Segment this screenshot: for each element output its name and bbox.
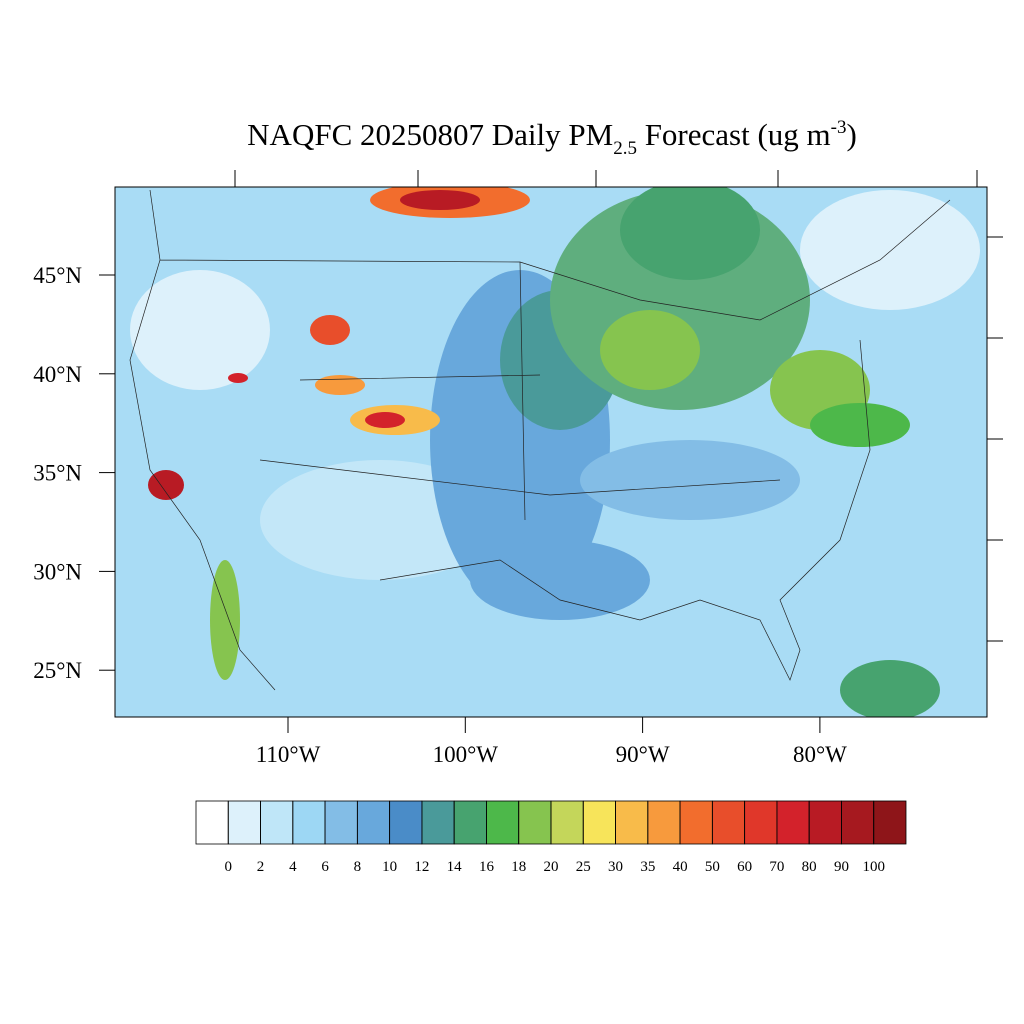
title-end: ) (846, 117, 856, 152)
color-bin (292, 800, 326, 845)
color-bin (195, 800, 229, 845)
level-label: 16 (479, 859, 495, 875)
map-field (115, 187, 987, 717)
lat-label: 40°N (33, 362, 82, 387)
color-bin (518, 800, 552, 845)
lon-label: 100°W (433, 742, 499, 767)
field-region (600, 310, 700, 390)
color-bin (582, 800, 616, 845)
color-bin (227, 800, 261, 845)
frame-ticks (234, 170, 1003, 642)
colorbar: 0 2 4 6 8 10 12 14 16 18 20 25 30 35 40 50 60 70 80 90 100 (195, 800, 907, 875)
color-bin (324, 800, 358, 845)
smoke-plume (310, 315, 350, 345)
color-bin (744, 800, 778, 845)
title-sub: 2.5 (613, 138, 637, 159)
color-bin (421, 800, 455, 845)
level-label: 8 (354, 859, 362, 875)
level-label: 35 (640, 859, 655, 875)
level-label: 0 (225, 859, 233, 875)
level-label: 25 (576, 859, 591, 875)
field-region (800, 190, 980, 310)
field-region (620, 187, 760, 280)
level-label: 40 (673, 859, 688, 875)
color-bin (841, 800, 875, 845)
color-bin (389, 800, 423, 845)
level-label: 10 (382, 859, 397, 875)
field-region (130, 270, 270, 390)
level-label: 60 (737, 859, 752, 875)
lon-label: 80°W (793, 742, 847, 767)
smoke-plume (400, 190, 480, 210)
map-frame (114, 186, 988, 718)
axis-labels: 45°N 40°N 35°N 30°N 25°N 110°W 100°W 90°W 80°W (33, 263, 847, 767)
level-label: 80 (802, 859, 817, 875)
level-label: 12 (414, 859, 429, 875)
color-bin (356, 800, 391, 845)
lat-label: 45°N (33, 263, 82, 288)
level-label: 30 (608, 859, 623, 875)
level-label: 2 (257, 859, 265, 875)
smoke-plume (365, 412, 405, 428)
lat-label: 30°N (33, 559, 82, 584)
title: NAQFC 20250807 Daily PM2.5 Forecast (ug … (247, 117, 857, 159)
title-sup: -3 (831, 117, 847, 138)
lon-label: 110°W (256, 742, 321, 767)
color-bin (260, 800, 294, 845)
color-bin (550, 800, 584, 845)
level-label: 100 (862, 859, 885, 875)
lat-label: 25°N (33, 658, 82, 683)
level-label: 70 (769, 859, 784, 875)
color-bin (647, 800, 681, 845)
level-label: 18 (511, 859, 526, 875)
color-bin (615, 800, 649, 845)
level-label: 20 (544, 859, 559, 875)
title-main: NAQFC 20250807 Daily PM (247, 117, 613, 152)
lon-label: 90°W (616, 742, 670, 767)
color-bin (679, 800, 713, 845)
color-bin (873, 800, 907, 845)
color-bin (776, 800, 810, 845)
title-middle: Forecast (ug m (637, 117, 831, 152)
color-bin (711, 800, 746, 845)
smoke-plume (228, 373, 248, 383)
color-bin (453, 800, 487, 845)
field-region (470, 540, 650, 620)
field-region (210, 560, 240, 680)
smoke-plume (148, 470, 184, 500)
field-region (840, 660, 940, 717)
field-region (810, 403, 910, 447)
level-label: 50 (705, 859, 720, 875)
borders (129, 189, 951, 691)
color-bin (486, 800, 520, 845)
level-label: 90 (834, 859, 849, 875)
level-label: 4 (289, 859, 297, 875)
lat-label: 35°N (33, 461, 82, 486)
field-region (580, 440, 800, 520)
color-bin (808, 800, 842, 845)
level-label: 14 (447, 859, 463, 875)
smoke-plume (315, 375, 365, 395)
level-label: 6 (321, 859, 329, 875)
